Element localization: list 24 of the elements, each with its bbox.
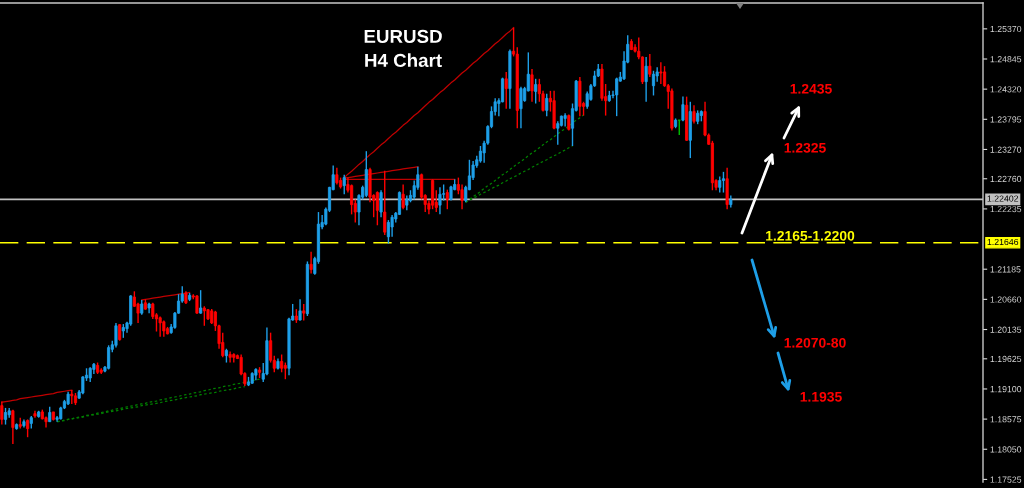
y-tick-label: 1.22760 bbox=[990, 175, 1022, 182]
text: EURUSD bbox=[364, 29, 442, 44]
y-tick-label: 1.18575 bbox=[990, 416, 1022, 423]
y-tick-label: 1.24845 bbox=[990, 56, 1022, 63]
y-tick-label: 1.21185 bbox=[990, 266, 1021, 273]
text: H4 Chart bbox=[365, 53, 442, 68]
y-tick-label: 1.19625 bbox=[990, 355, 1022, 363]
y-tick-label: 1.19100 bbox=[990, 386, 1022, 393]
annotation: 1.2165-1.2200 bbox=[766, 230, 855, 241]
ref-line-label: 1.22402 bbox=[987, 195, 1019, 202]
y-tick-label: 1.18050 bbox=[990, 446, 1022, 453]
annotation: 1.2435 bbox=[790, 83, 832, 94]
y-tick-label: 1.17525 bbox=[990, 476, 1022, 483]
y-tick-label: 1.23270 bbox=[990, 146, 1022, 153]
y-tick-label: 1.24320 bbox=[990, 86, 1022, 93]
y-tick-label: 1.22235 bbox=[990, 205, 1022, 213]
y-tick-label: 1.25370 bbox=[990, 25, 1022, 33]
y-tick-label: 1.23795 bbox=[990, 116, 1022, 123]
annotation: 1.2325 bbox=[784, 142, 826, 153]
y-tick-label: 1.20660 bbox=[990, 296, 1022, 303]
ref-line-label: 1.21646 bbox=[987, 238, 1019, 246]
y-tick-label: 1.20135 bbox=[990, 326, 1022, 333]
annotation: 1.1935 bbox=[800, 391, 842, 402]
annotation: 1.2070-80 bbox=[784, 337, 846, 348]
